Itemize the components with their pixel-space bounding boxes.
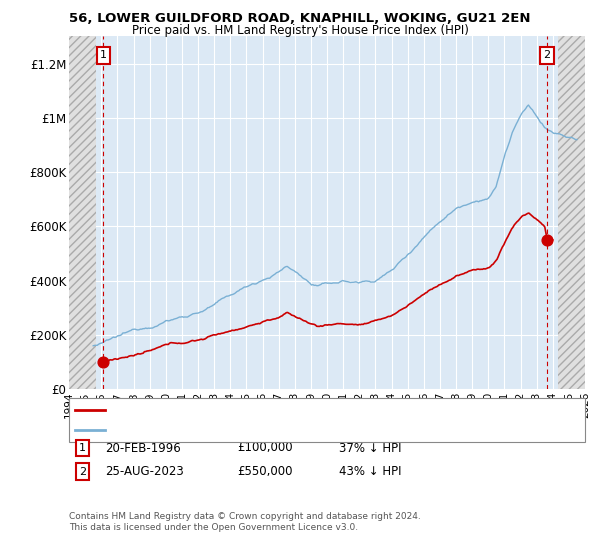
Text: 43% ↓ HPI: 43% ↓ HPI	[339, 465, 401, 478]
Bar	[557, 36, 585, 389]
Point	[98, 358, 108, 367]
Bar	[69, 36, 97, 389]
Text: 56, LOWER GUILDFORD ROAD, KNAPHILL, WOKING, GU21 2EN: 56, LOWER GUILDFORD ROAD, KNAPHILL, WOKI…	[69, 12, 531, 25]
Text: 1: 1	[79, 443, 86, 453]
Text: 56, LOWER GUILDFORD ROAD, KNAPHILL, WOKING, GU21 2EN (detached house): 56, LOWER GUILDFORD ROAD, KNAPHILL, WOKI…	[111, 405, 529, 415]
Text: 25-AUG-2023: 25-AUG-2023	[105, 465, 184, 478]
Text: 37% ↓ HPI: 37% ↓ HPI	[339, 441, 401, 455]
Text: HPI: Average price, detached house, Woking: HPI: Average price, detached house, Woki…	[111, 425, 342, 435]
Text: 2: 2	[79, 466, 86, 477]
Text: £550,000: £550,000	[237, 465, 293, 478]
Text: £100,000: £100,000	[237, 441, 293, 455]
Text: 2: 2	[544, 50, 551, 60]
Point	[542, 235, 552, 244]
Text: 20-FEB-1996: 20-FEB-1996	[105, 441, 181, 455]
Text: Contains HM Land Registry data © Crown copyright and database right 2024.
This d: Contains HM Land Registry data © Crown c…	[69, 512, 421, 532]
Text: Price paid vs. HM Land Registry's House Price Index (HPI): Price paid vs. HM Land Registry's House …	[131, 24, 469, 37]
Text: 1: 1	[100, 50, 107, 60]
